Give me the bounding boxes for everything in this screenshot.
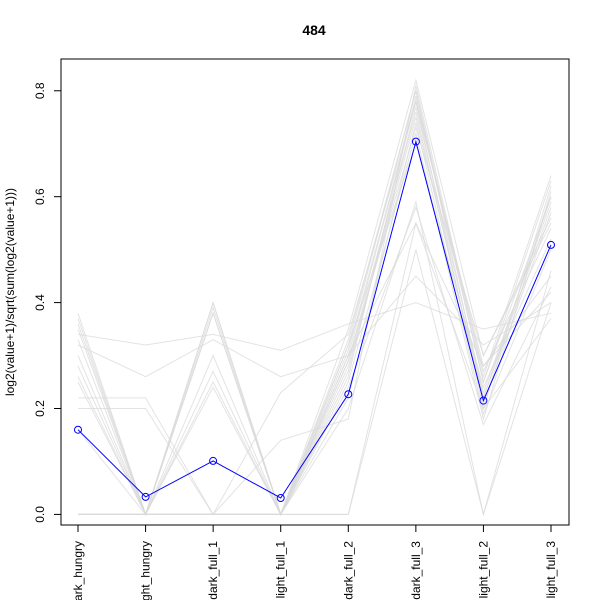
y-tick-label: 0.6	[33, 188, 47, 205]
y-tick-label: 0.4	[33, 294, 47, 311]
highlight-point	[547, 240, 555, 249]
y-tick-label: 0.0	[33, 506, 47, 523]
highlight-series-group	[74, 137, 555, 502]
y-tick-label: 0.8	[33, 82, 47, 99]
x-tick-label: ght_hungry	[139, 541, 153, 600]
x-tick-label: light_full_2	[476, 541, 490, 599]
x-tick-label: dark_full_2	[341, 541, 355, 600]
highlight-point	[74, 425, 82, 434]
background-series-line	[77, 117, 552, 516]
background-series-line	[78, 99, 552, 516]
plot-frame	[60, 58, 570, 526]
x-tick-label: light_full_3	[544, 541, 558, 599]
x-tick-label: dark_full_3	[409, 541, 423, 600]
background-series-line	[78, 222, 552, 515]
highlight-point	[141, 492, 150, 501]
highlight-point	[276, 494, 285, 502]
y-tick-label: 0.2	[33, 400, 47, 417]
x-tick-label: dark_full_1	[206, 541, 220, 600]
background-series-line	[78, 200, 552, 517]
background-series-line	[77, 122, 552, 516]
x-tick-label: light_full_1	[274, 541, 288, 599]
highlight-point	[411, 137, 420, 146]
highlight-point	[209, 456, 218, 465]
highlight-point	[344, 390, 353, 399]
y-axis-label: log2(value+1)/sqrt(sum(log2(value+1)))	[3, 188, 17, 396]
background-series-line	[77, 141, 552, 516]
background-series-line	[77, 132, 552, 515]
background-series-line	[78, 90, 552, 515]
x-tick-label: ark_hungry	[71, 541, 85, 600]
axes-group: 0.0 0.2 0.4 0.6 0.8 ark_hungry ght_hungry dark_…	[33, 82, 558, 600]
background-series-line	[77, 101, 552, 517]
background-series-group	[77, 78, 552, 517]
highlight-series-line	[77, 139, 552, 499]
background-series-line	[77, 99, 552, 515]
chart-title: 484	[302, 22, 326, 38]
background-series-line	[77, 111, 552, 516]
background-series-line	[78, 106, 552, 516]
highlight-point	[479, 396, 488, 405]
